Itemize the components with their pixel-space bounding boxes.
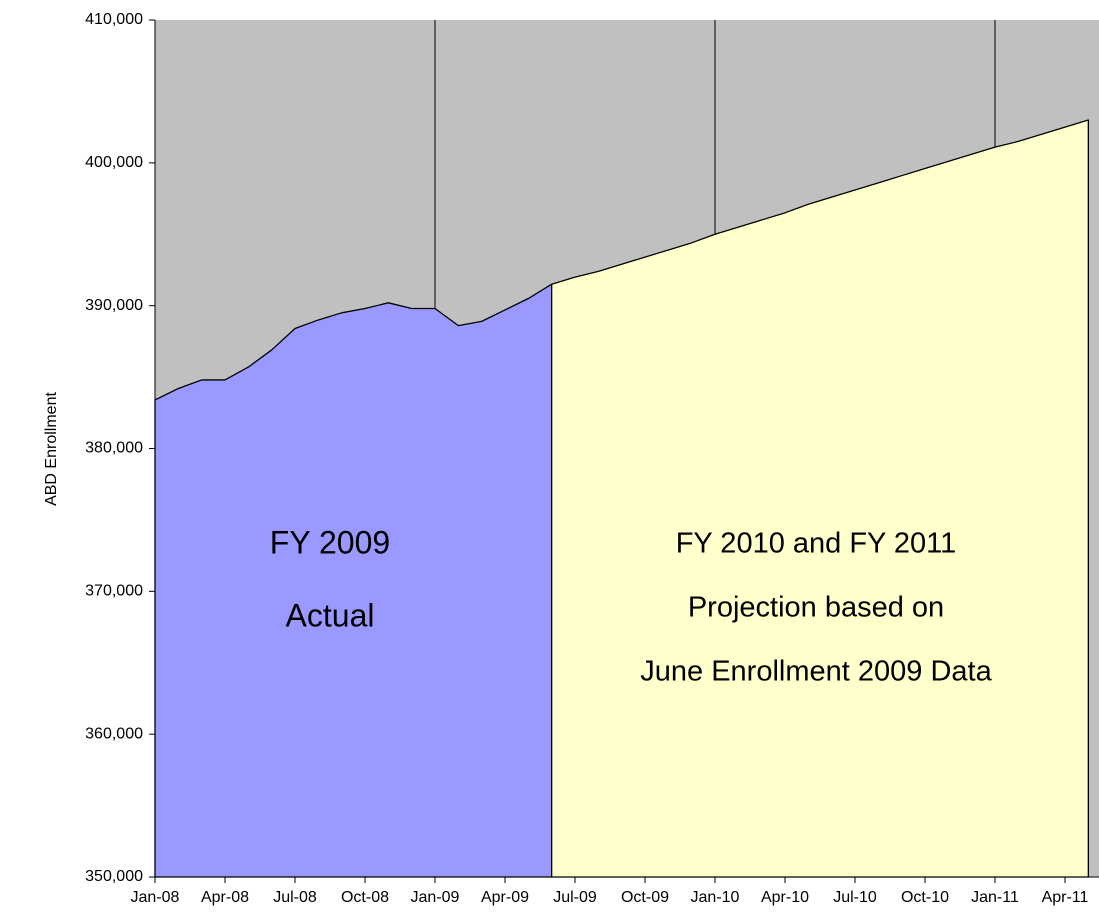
y-tick-label: 390,000 bbox=[85, 297, 143, 314]
x-tick-label: Jul-09 bbox=[553, 889, 597, 906]
area bbox=[551, 119, 1089, 878]
y-tick-label: 410,000 bbox=[85, 11, 143, 28]
area bbox=[154, 283, 553, 878]
annotation: Actual bbox=[286, 597, 375, 633]
y-tick-label: 350,000 bbox=[85, 868, 143, 885]
y-tick-label: 370,000 bbox=[85, 583, 143, 600]
y-axis-label: ABD Enrollment bbox=[43, 392, 60, 506]
x-tick-label: Oct-08 bbox=[341, 889, 389, 906]
y-tick-label: 380,000 bbox=[85, 440, 143, 457]
x-tick-label: Jan-10 bbox=[691, 889, 740, 906]
annotation: Projection based on bbox=[688, 592, 944, 624]
x-tick-label: Apr-11 bbox=[1042, 889, 1089, 906]
x-tick-label: Jan-11 bbox=[971, 889, 1019, 906]
x-tick-label: Oct-09 bbox=[621, 889, 669, 906]
y-tick-label: 360,000 bbox=[85, 725, 143, 742]
y-tick-label: 400,000 bbox=[85, 154, 143, 171]
x-tick-label: Jan-08 bbox=[131, 889, 180, 906]
x-tick-label: Apr-10 bbox=[761, 889, 809, 906]
x-tick-label: Jan-09 bbox=[411, 889, 460, 906]
x-tick-label: Apr-09 bbox=[481, 889, 529, 906]
x-tick-label: Jul-10 bbox=[833, 889, 877, 906]
annotation: June Enrollment 2009 Data bbox=[640, 656, 992, 688]
annotation: FY 2010 and FY 2011 bbox=[676, 528, 957, 560]
x-tick-label: Jul-08 bbox=[273, 889, 317, 906]
x-tick-label: Apr-08 bbox=[201, 889, 249, 906]
x-tick-label: Oct-10 bbox=[901, 889, 949, 906]
annotation: FY 2009 bbox=[270, 524, 390, 560]
